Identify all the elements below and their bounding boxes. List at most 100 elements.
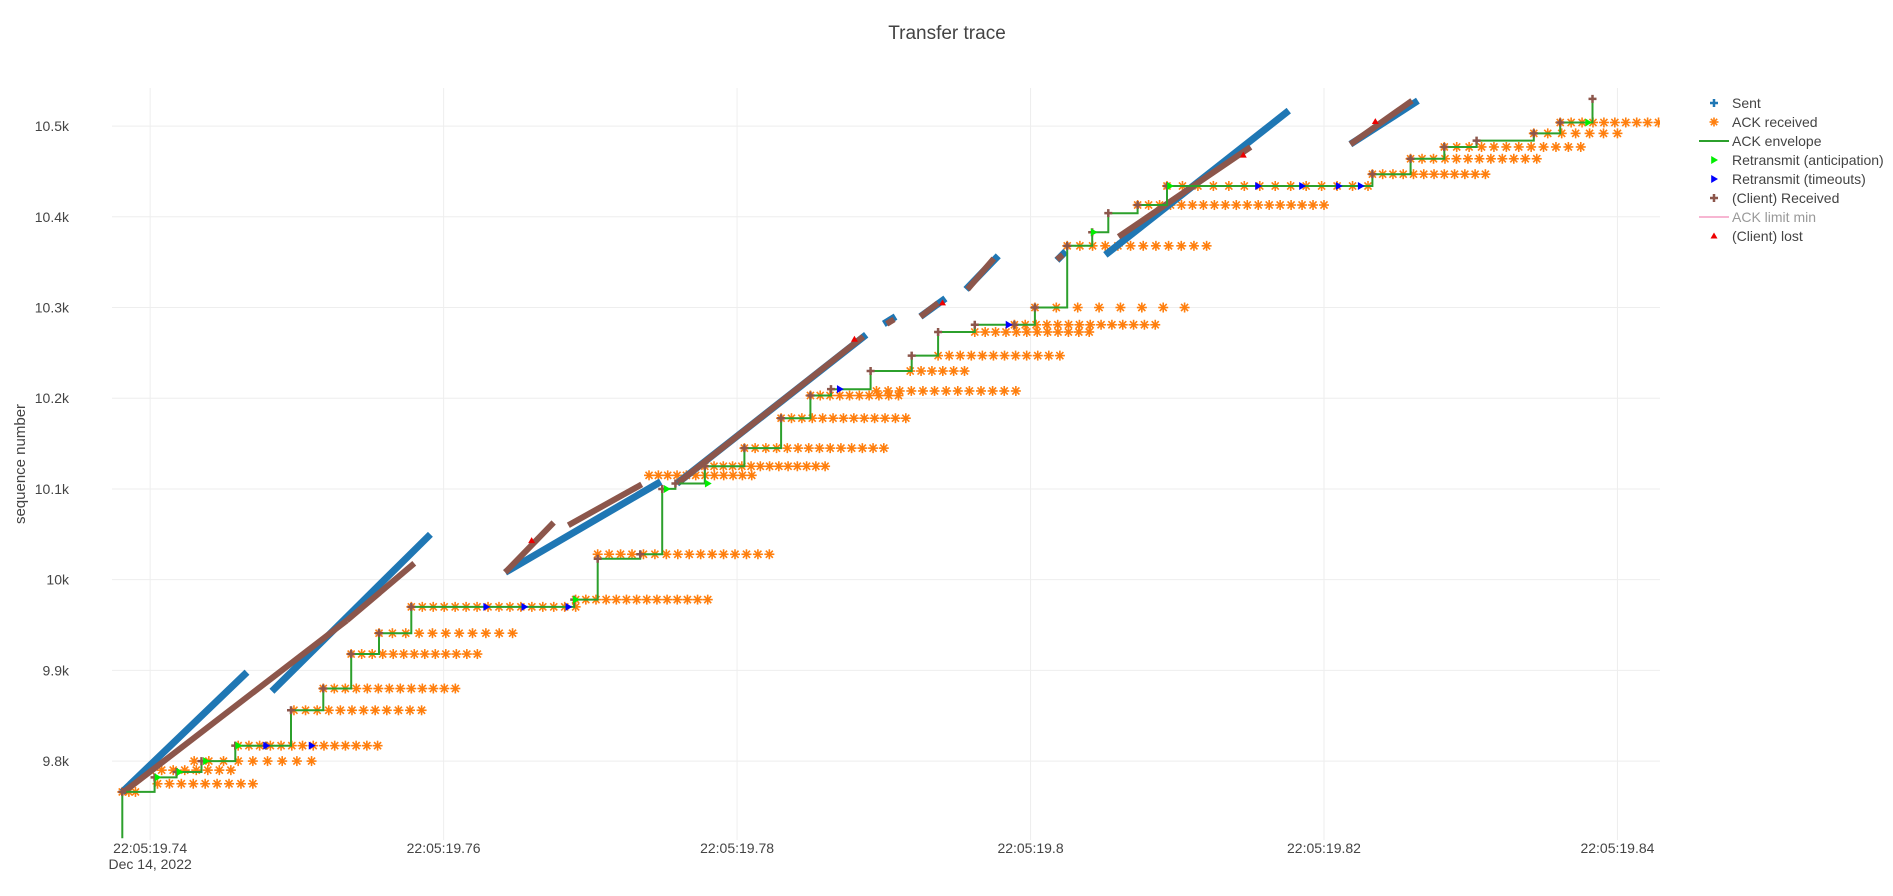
ack-received-point[interactable] (1021, 350, 1032, 361)
ack-received-point[interactable] (764, 461, 775, 472)
ack-received-point[interactable] (1106, 319, 1117, 330)
ack-received-point[interactable] (672, 594, 683, 605)
ack-received-point[interactable] (820, 461, 831, 472)
ack-received-point[interactable] (880, 413, 891, 424)
ack-received-point[interactable] (1187, 200, 1198, 211)
ack-received-point[interactable] (944, 350, 955, 361)
ack-received-point[interactable] (1094, 302, 1105, 313)
ack-received-point[interactable] (702, 594, 713, 605)
retransmit-timeouts-point[interactable] (565, 602, 573, 611)
client-received-marker[interactable] (907, 351, 916, 360)
client-received-marker[interactable] (1368, 170, 1377, 179)
ack-received-point[interactable] (952, 385, 963, 396)
ack-received-point[interactable] (1508, 153, 1519, 164)
client-lost-point[interactable] (1371, 118, 1379, 125)
retransmit-anticipation-point[interactable] (203, 757, 210, 766)
ack-received-point[interactable] (835, 443, 846, 454)
retransmit-timeouts-point[interactable] (263, 741, 271, 750)
ack-received-point[interactable] (999, 385, 1010, 396)
ack-received-point[interactable] (948, 366, 959, 377)
ack-received-point[interactable] (351, 740, 362, 751)
retransmit-anticipation-point[interactable] (154, 773, 162, 782)
ack-received-point[interactable] (329, 740, 340, 751)
ack-received-point[interactable] (937, 366, 948, 377)
ack-received-point[interactable] (1418, 169, 1429, 180)
legend-item[interactable]: ACK limit min (1699, 209, 1816, 225)
ack-received-point[interactable] (1054, 350, 1065, 361)
ack-received-point[interactable] (212, 778, 223, 789)
ack-received-point[interactable] (395, 683, 406, 694)
ack-received-point[interactable] (854, 390, 865, 401)
ack-received-point[interactable] (755, 461, 766, 472)
ack-received-point[interactable] (1209, 200, 1220, 211)
ack-received-point[interactable] (718, 549, 729, 560)
client-received-marker[interactable] (319, 684, 328, 693)
ack-received-point[interactable] (1470, 169, 1481, 180)
ack-received-point[interactable] (864, 390, 875, 401)
ack-envelope-line[interactable] (121, 98, 1594, 839)
ack-received-point[interactable] (362, 683, 373, 694)
ack-received-point[interactable] (977, 350, 988, 361)
ack-received-point[interactable] (611, 594, 622, 605)
ack-received-point[interactable] (247, 778, 258, 789)
legend-item[interactable]: (Client) lost (1710, 228, 1803, 244)
ack-received-point[interactable] (1074, 319, 1085, 330)
ack-received-point[interactable] (955, 350, 966, 361)
ack-received-point[interactable] (926, 366, 937, 377)
ack-received-point[interactable] (461, 649, 472, 660)
ack-received-point[interactable] (1631, 117, 1642, 128)
ack-received-point[interactable] (651, 594, 662, 605)
legend-symbol-asterisk[interactable] (1709, 117, 1719, 127)
ack-received-point[interactable] (440, 649, 451, 660)
ack-received-point[interactable] (1584, 128, 1595, 139)
ack-received-point[interactable] (916, 366, 927, 377)
ack-received-point[interactable] (1041, 319, 1052, 330)
retransmit-anticipation-point[interactable] (704, 479, 712, 488)
ack-received-point[interactable] (878, 443, 889, 454)
client-lost-point[interactable] (938, 299, 946, 306)
ack-received-point[interactable] (235, 778, 246, 789)
ack-received-point[interactable] (814, 443, 825, 454)
ack-received-point[interactable] (1163, 240, 1174, 251)
ack-received-point[interactable] (868, 443, 879, 454)
ack-received-point[interactable] (684, 549, 695, 560)
ack-received-point[interactable] (859, 413, 870, 424)
ack-received-point[interactable] (1242, 200, 1253, 211)
client-received-segment[interactable] (503, 520, 556, 575)
client-received-segment[interactable] (885, 316, 896, 327)
legend-item[interactable]: Retransmit (timeouts) (1711, 171, 1866, 187)
ack-received-point[interactable] (1231, 200, 1242, 211)
client-received-marker[interactable] (118, 787, 127, 796)
legend-symbol-triangle-right[interactable] (1711, 175, 1718, 183)
sent-segment[interactable] (503, 478, 663, 576)
ack-received-point[interactable] (1429, 169, 1440, 180)
ack-received-point[interactable] (1000, 327, 1011, 338)
ack-received-point[interactable] (792, 461, 803, 472)
ack-received-point[interactable] (1176, 240, 1187, 251)
ack-received-point[interactable] (1117, 319, 1128, 330)
retransmit-timeouts-point[interactable] (1005, 320, 1013, 329)
ack-received-point[interactable] (372, 740, 383, 751)
ack-received-point[interactable] (1538, 141, 1549, 152)
ack-received-point[interactable] (1275, 200, 1286, 211)
ack-received-point[interactable] (191, 765, 202, 776)
retransmit-timeouts-point[interactable] (836, 385, 844, 394)
ack-received-point[interactable] (381, 705, 392, 716)
ack-received-point[interactable] (709, 470, 720, 481)
ack-received-point[interactable] (834, 390, 845, 401)
ack-received-point[interactable] (202, 765, 213, 776)
ack-received-point[interactable] (848, 413, 859, 424)
ack-received-point[interactable] (1188, 240, 1199, 251)
ack-received-point[interactable] (1570, 128, 1581, 139)
ack-received-point[interactable] (999, 350, 1010, 361)
client-received-marker[interactable] (287, 706, 296, 715)
ack-received-point[interactable] (746, 470, 757, 481)
ack-received-point[interactable] (318, 740, 329, 751)
ack-received-point[interactable] (959, 366, 970, 377)
ack-received-point[interactable] (393, 705, 404, 716)
ack-received-point[interactable] (454, 628, 465, 639)
client-received-segment[interactable] (1055, 252, 1065, 262)
ack-received-point[interactable] (388, 649, 399, 660)
ack-received-point[interactable] (1011, 327, 1022, 338)
ack-received-point[interactable] (810, 461, 821, 472)
